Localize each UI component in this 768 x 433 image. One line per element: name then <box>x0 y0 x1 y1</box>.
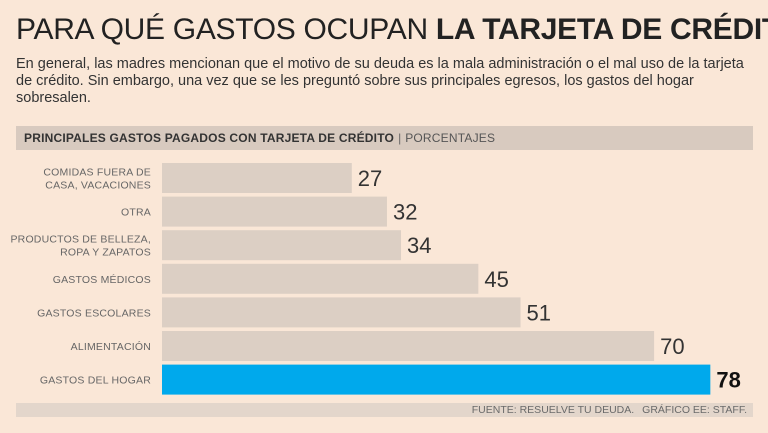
bar-0 <box>162 163 352 193</box>
value-label-6: 78 <box>716 368 740 393</box>
category-label-4: GASTOS ESCOLARES <box>37 307 151 319</box>
intro-paragraph: En general, las madres mencionan que el … <box>16 56 744 106</box>
category-label-3: GASTOS MÉDICOS <box>53 273 151 286</box>
chart-title-bold: LA TARJETA DE CRÉDITO <box>435 13 768 46</box>
bar-3 <box>162 263 479 294</box>
value-label-4: 51 <box>527 300 551 325</box>
bar-2 <box>162 230 402 261</box>
value-label-5: 70 <box>660 334 684 359</box>
footer-band: FUENTE: RESUELVE TU DEUDA. GRÁFICO EE: ST… <box>16 403 753 417</box>
category-label-2: PRODUCTOS DE BELLEZA, ROPA Y ZAPATOS <box>10 234 151 259</box>
chart-header-title: PRINCIPALES GASTOS PAGADOS CON TARJETA D… <box>24 131 395 145</box>
chart-title: PARA QUÉ GASTOS OCUPAN LA TARJETA DE CRÉ… <box>16 12 768 48</box>
value-label-2: 34 <box>407 233 431 258</box>
footer-source: FUENTE: RESUELVE TU DEUDA. <box>471 404 635 416</box>
value-label-0: 27 <box>358 166 382 191</box>
bar-5 <box>162 331 655 361</box>
bar-1 <box>162 196 387 227</box>
footer-credit: GRÁFICO EE: STAFF. <box>642 404 747 416</box>
category-label-6: GASTOS DEL HOGAR <box>40 375 151 387</box>
chart-header-separator: | <box>398 131 402 145</box>
bar-4 <box>162 297 521 328</box>
bar-6 <box>162 364 711 395</box>
chart-title-light: PARA QUÉ GASTOS OCUPAN <box>16 13 428 46</box>
category-label-1: OTRA <box>121 207 151 219</box>
category-label-5: ALIMENTACIÓN <box>71 340 151 353</box>
category-label-0: COMIDAS FUERA DE CASA, VACACIONES <box>43 167 151 192</box>
chart-header-unit: PORCENTAJES <box>405 131 496 145</box>
value-label-3: 45 <box>484 267 508 292</box>
value-label-1: 32 <box>393 200 417 225</box>
chart-header-band: PRINCIPALES GASTOS PAGADOS CON TARJETA D… <box>16 126 753 150</box>
